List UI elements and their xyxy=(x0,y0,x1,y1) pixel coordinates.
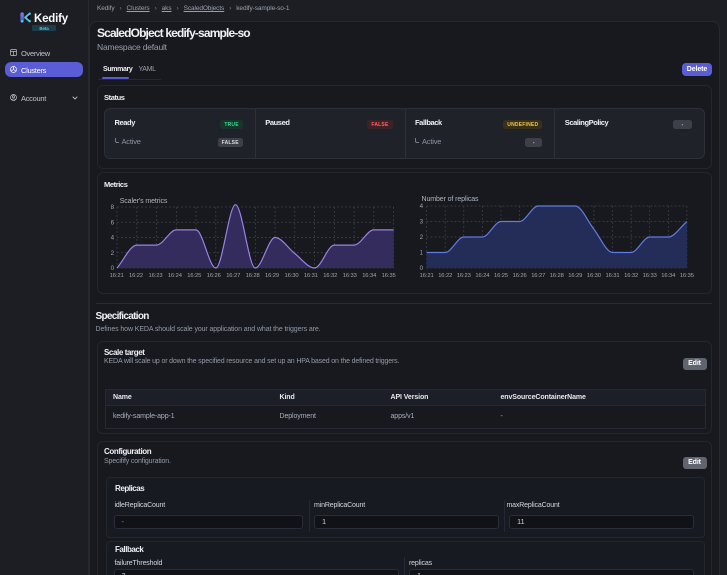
svg-text:16:29: 16:29 xyxy=(265,273,279,279)
svg-text:16:30: 16:30 xyxy=(587,273,601,279)
svg-text:16:24: 16:24 xyxy=(475,273,490,279)
svg-text:16:33: 16:33 xyxy=(343,273,357,279)
svg-text:Number of replicas: Number of replicas xyxy=(422,196,480,203)
svg-text:16:21: 16:21 xyxy=(110,273,124,279)
svg-text:16:25: 16:25 xyxy=(494,273,508,279)
svg-text:16:22: 16:22 xyxy=(129,273,143,279)
svg-text:16:28: 16:28 xyxy=(550,273,564,279)
svg-text:16:35: 16:35 xyxy=(382,273,396,279)
svg-text:16:22: 16:22 xyxy=(438,273,452,279)
svg-text:8: 8 xyxy=(111,204,115,211)
svg-text:2: 2 xyxy=(420,234,424,241)
svg-text:16:23: 16:23 xyxy=(457,273,471,279)
svg-text:16:32: 16:32 xyxy=(323,273,337,279)
svg-text:0: 0 xyxy=(420,265,424,272)
svg-text:16:34: 16:34 xyxy=(362,273,377,279)
svg-text:16:26: 16:26 xyxy=(207,273,221,279)
svg-text:16:35: 16:35 xyxy=(680,273,694,279)
svg-text:16:30: 16:30 xyxy=(284,273,298,279)
svg-text:Scaler's metrics: Scaler's metrics xyxy=(120,198,168,205)
svg-text:16:27: 16:27 xyxy=(226,273,240,279)
svg-text:1: 1 xyxy=(420,250,424,257)
svg-text:16:23: 16:23 xyxy=(148,273,162,279)
svg-text:16:26: 16:26 xyxy=(513,273,527,279)
svg-text:4: 4 xyxy=(111,235,115,242)
svg-text:3: 3 xyxy=(420,219,424,226)
svg-text:16:24: 16:24 xyxy=(168,273,183,279)
svg-text:16:34: 16:34 xyxy=(661,273,676,279)
svg-text:16:31: 16:31 xyxy=(605,273,619,279)
svg-text:6: 6 xyxy=(111,220,115,227)
svg-text:16:27: 16:27 xyxy=(531,273,545,279)
svg-text:16:28: 16:28 xyxy=(246,273,260,279)
svg-text:16:25: 16:25 xyxy=(187,273,201,279)
svg-text:2: 2 xyxy=(111,250,115,257)
svg-text:16:21: 16:21 xyxy=(420,273,434,279)
svg-text:16:31: 16:31 xyxy=(304,273,318,279)
svg-text:0: 0 xyxy=(111,265,115,272)
svg-text:16:29: 16:29 xyxy=(568,273,582,279)
svg-text:16:32: 16:32 xyxy=(624,273,638,279)
svg-text:16:33: 16:33 xyxy=(643,273,657,279)
svg-text:4: 4 xyxy=(420,203,424,210)
